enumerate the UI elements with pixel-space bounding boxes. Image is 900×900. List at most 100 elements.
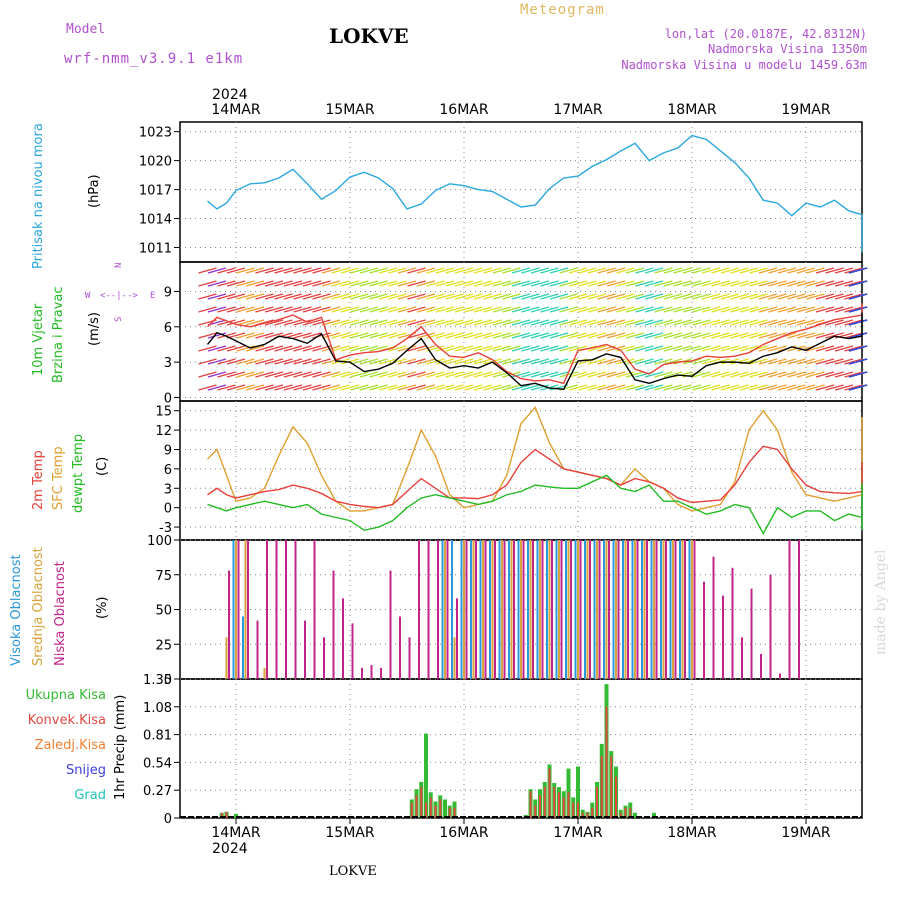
wind-arrow	[454, 280, 474, 287]
wind-arrow	[568, 267, 588, 274]
wind-arrow	[549, 280, 569, 287]
wind-arrow	[848, 358, 868, 365]
wind-arrow	[264, 384, 284, 391]
wind-arrow	[663, 306, 683, 313]
wind-arrow	[844, 319, 863, 326]
wind-arrow	[435, 384, 455, 391]
wind-arrow	[711, 371, 730, 378]
y-tick-label: 1.35	[143, 673, 172, 688]
wind-arrow	[350, 384, 369, 391]
wind-arrow	[226, 358, 246, 365]
precip-conv-bar	[596, 787, 598, 818]
precip-total-bar	[424, 733, 428, 818]
wind-arrow	[768, 319, 787, 326]
wind-arrow	[616, 332, 635, 339]
cloud-mid-bar	[596, 540, 598, 679]
precip-conv-bar	[577, 802, 579, 818]
wind-arrow	[730, 345, 749, 352]
wind-arrow	[739, 319, 759, 326]
cloud-low-bar	[494, 540, 496, 679]
wind-arrow	[644, 384, 664, 391]
wind-arrow	[806, 293, 825, 300]
wind-arrow	[245, 306, 265, 313]
wind-arrow	[635, 306, 654, 313]
pressure-unit: (hPa)	[87, 174, 102, 208]
wind-arrow	[806, 267, 825, 274]
wind-arrow	[606, 332, 626, 339]
wind-arrow	[283, 319, 303, 326]
wind-arrow	[198, 306, 217, 313]
compass-icon: N W E S <--|-->	[85, 263, 155, 322]
wind-arrow	[445, 280, 464, 287]
wind-arrow	[473, 306, 493, 313]
wind-arrow	[825, 306, 844, 313]
wind-arrow	[340, 293, 360, 300]
cloud-high-bar	[489, 540, 491, 679]
wind-arrow	[834, 371, 854, 378]
wind-arrow	[739, 306, 759, 313]
wind-arrow	[568, 384, 588, 391]
wind-arrow	[378, 267, 398, 274]
wind-arrow	[720, 384, 740, 391]
cloud-low-bar	[237, 540, 240, 679]
wind-arrow	[369, 280, 388, 287]
wind-arrow	[635, 293, 654, 300]
wind-arrow	[302, 345, 322, 352]
wind-arrow	[217, 293, 236, 300]
wind-arrow	[701, 332, 721, 339]
time-label-bottom: 16MAR	[439, 825, 488, 841]
wind-arrow	[511, 358, 531, 365]
wind-arrow	[834, 293, 854, 300]
wind-arrow	[644, 358, 664, 365]
wind-arrow	[293, 371, 312, 378]
wind-arrow	[692, 332, 711, 339]
wind-arrow	[321, 384, 341, 391]
wind-arrow	[578, 267, 597, 274]
wind-arrow	[787, 384, 806, 391]
wind-arrow	[331, 319, 350, 326]
wind-arrow	[226, 267, 246, 274]
wind-arrow	[758, 293, 778, 300]
y-tick-label: 9	[164, 443, 172, 458]
wind-arrow	[521, 293, 540, 300]
panel-frame	[179, 400, 863, 541]
wind-arrow	[654, 384, 673, 391]
cloud-low-bar	[465, 540, 468, 679]
wind-arrow	[283, 280, 303, 287]
wind-arrow	[673, 332, 692, 339]
precip-conv-bar	[420, 787, 423, 818]
wind-arrow	[207, 345, 227, 352]
y-tick-label: 1011	[139, 242, 172, 257]
cloud-low-bar	[760, 653, 762, 679]
wind-arrow	[483, 332, 502, 339]
wind-arrow	[625, 384, 645, 391]
precip-conv-bar	[572, 802, 575, 818]
precip-conv-bar	[453, 807, 456, 818]
wind-arrow	[796, 384, 816, 391]
time-label-bottom: 15MAR	[325, 825, 374, 841]
wind-arrow	[787, 319, 806, 326]
wind-arrow	[578, 384, 597, 391]
wind-arrow	[331, 267, 350, 274]
wind-arrow	[226, 384, 246, 391]
wind-arrow	[806, 332, 825, 339]
wind-arrow	[245, 267, 265, 274]
wind-arrow	[768, 384, 787, 391]
cloud-high-bar	[555, 540, 558, 679]
wind-arrow	[701, 267, 721, 274]
wind-arrow	[701, 371, 721, 378]
wind-arrow	[711, 306, 730, 313]
wind-arrow	[511, 293, 531, 300]
wind-arrow	[644, 345, 664, 352]
wind-arrow	[568, 280, 588, 287]
cloud-low-bar	[294, 540, 297, 679]
wind-arrow	[264, 345, 284, 352]
y-tick-label: 1023	[139, 126, 172, 141]
cloud-low-bar	[769, 574, 772, 679]
wind-arrow	[616, 267, 635, 274]
cloud-low-bar	[304, 620, 306, 679]
cloud-low-bar	[579, 540, 582, 679]
wind-arrow	[445, 384, 464, 391]
wind-arrow	[350, 319, 369, 326]
cloud-low-bar	[513, 540, 515, 679]
